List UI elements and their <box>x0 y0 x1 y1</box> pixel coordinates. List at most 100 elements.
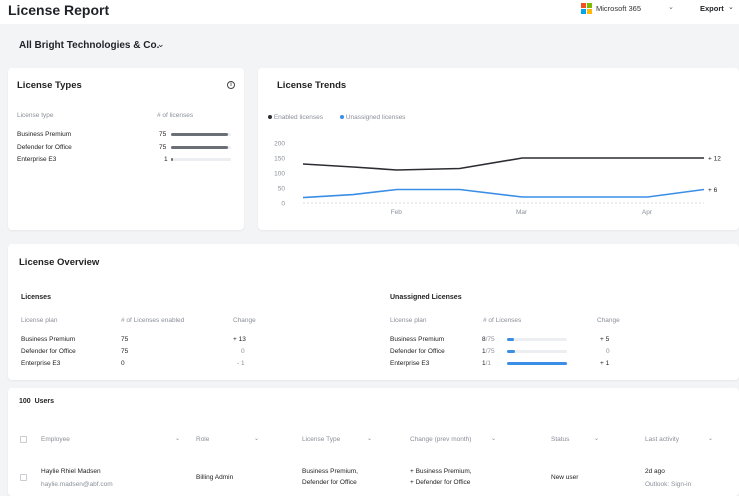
y-tick-label: 50 <box>278 186 286 193</box>
x-tick-label: Apr <box>642 209 653 216</box>
license-plan-name: Defender for Office <box>21 348 76 355</box>
col-license-count: # of licenses <box>157 112 194 119</box>
end-label-enabled: + 12 <box>708 156 721 163</box>
col-license-plan: License plan <box>21 317 58 324</box>
export-button[interactable]: Export <box>700 4 724 13</box>
license-change-value: + 13 <box>233 336 246 343</box>
info-icon[interactable]: i <box>227 81 235 89</box>
license-type-count: 75 <box>159 131 167 138</box>
chevron-down-icon[interactable]: ⌄ <box>367 436 373 442</box>
series-line-enabled <box>302 157 704 171</box>
col-change: Change <box>597 317 620 324</box>
col-licenses: # of Licenses <box>483 317 522 324</box>
chevron-down-icon[interactable]: ⌄ <box>175 436 181 442</box>
users-label: Users <box>34 398 55 405</box>
col-license-type: License type <box>17 112 54 119</box>
unassigned-bar <box>507 350 567 353</box>
x-tick-label: Mar <box>516 209 528 216</box>
col-status[interactable]: Status <box>551 436 570 443</box>
license-overview-title: License Overview <box>19 257 100 268</box>
employee-license-type: Business Premium, <box>302 468 358 475</box>
y-tick-label: 150 <box>274 156 285 163</box>
microsoft-logo-icon <box>581 3 592 14</box>
license-plan-name: Business Premium <box>390 336 445 343</box>
license-trends-card <box>258 68 739 230</box>
unassigned-count: 1/1 <box>482 360 491 367</box>
row-checkbox[interactable] <box>20 474 27 481</box>
legend-unassigned: Unassigned licenses <box>340 114 405 121</box>
col-license-type[interactable]: License Type <box>302 436 341 443</box>
chevron-down-icon[interactable]: ⌄ <box>491 436 497 442</box>
legend-dot-enabled <box>268 115 272 119</box>
y-tick-label: 100 <box>274 171 285 178</box>
employee-role: Billing Admin <box>196 474 234 481</box>
col-change-prev-month[interactable]: Change (prev month) <box>410 436 472 443</box>
license-count-bar <box>171 146 231 149</box>
end-label-unassigned: + 6 <box>708 187 718 194</box>
license-trends-chart: 200 150 100 50 0 Feb Mar Apr + 12 + 6 <box>274 141 721 217</box>
license-type-name: Defender for Office <box>17 144 72 151</box>
unassigned-change-value: + 1 <box>600 360 610 367</box>
license-change-value: 0 <box>241 348 245 355</box>
users-card <box>8 388 739 496</box>
unassigned-count-total: /75 <box>485 336 495 343</box>
legend-label: Enabled licenses <box>273 114 323 121</box>
chevron-down-icon[interactable]: ⌄ <box>668 4 674 11</box>
unassigned-count-value: 1 <box>482 360 486 367</box>
col-employee[interactable]: Employee <box>41 436 70 443</box>
y-tick-label: 0 <box>281 201 285 208</box>
license-plan-name: Enterprise E3 <box>21 360 61 367</box>
chevron-down-icon[interactable]: ⌄ <box>728 4 734 11</box>
chevron-down-icon[interactable]: ⌄ <box>157 39 165 49</box>
organization-selector[interactable]: All Bright Technologies & Co. <box>19 40 160 51</box>
license-overview-card <box>8 244 739 380</box>
unassigned-count-total: /75 <box>485 348 495 355</box>
license-type-count: 75 <box>159 144 167 151</box>
col-last-activity[interactable]: Last activity <box>645 436 679 443</box>
unassigned-bar-fill <box>507 338 514 341</box>
license-count-bar <box>171 133 231 136</box>
license-count-bar-fill <box>171 158 174 161</box>
unassigned-count: 1/75 <box>482 348 495 355</box>
chevron-down-icon[interactable]: ⌄ <box>594 436 600 442</box>
license-plan-name: Defender for Office <box>390 348 445 355</box>
unassigned-bar-fill <box>507 350 515 353</box>
tenant-selector[interactable]: Microsoft 365 <box>596 4 642 13</box>
unassigned-bar-fill <box>507 362 567 365</box>
users-count: 100 <box>19 398 31 405</box>
employee-status: New user <box>551 474 579 481</box>
employee-email: haylie.madsen@abf.com <box>41 481 113 488</box>
license-trends-title: License Trends <box>277 80 347 91</box>
unassigned-count: 8/75 <box>482 336 495 343</box>
license-count-bar <box>171 158 231 161</box>
users-heading: 100 Users <box>19 398 54 405</box>
employee-name[interactable]: Haylie Rhiel Madsen <box>41 468 101 475</box>
col-role[interactable]: Role <box>196 436 210 443</box>
col-license-plan: License plan <box>390 317 427 324</box>
unassigned-count-total: /1 <box>485 360 492 367</box>
license-plan-name: Enterprise E3 <box>390 360 430 367</box>
select-all-checkbox[interactable] <box>20 436 27 443</box>
unassigned-count-value: 1 <box>482 348 486 355</box>
license-type-name: Enterprise E3 <box>17 156 57 163</box>
licenses-subtitle: Licenses <box>21 294 51 301</box>
license-type-name: Business Premium <box>17 131 72 138</box>
chevron-down-icon[interactable]: ⌄ <box>708 436 714 442</box>
license-count-bar-fill <box>171 146 228 149</box>
license-types-card <box>8 68 244 230</box>
license-types-title: License Types <box>17 80 82 91</box>
unassigned-count-value: 8 <box>482 336 486 343</box>
license-count-bar-fill <box>171 133 228 136</box>
unassigned-bar <box>507 362 567 365</box>
unassigned-bar <box>507 338 567 341</box>
license-plan-name: Business Premium <box>21 336 76 343</box>
col-change: Change <box>233 317 256 324</box>
legend-dot-unassigned <box>340 115 344 119</box>
license-type-count: 1 <box>164 156 168 163</box>
chevron-down-icon[interactable]: ⌄ <box>254 436 260 442</box>
license-change-value: - 1 <box>237 360 245 367</box>
licenses-enabled-value: 0 <box>121 360 125 367</box>
employee-change: + Business Premium, <box>410 468 472 475</box>
y-tick-label: 200 <box>274 141 285 148</box>
unassigned-change-value: 0 <box>606 348 610 355</box>
